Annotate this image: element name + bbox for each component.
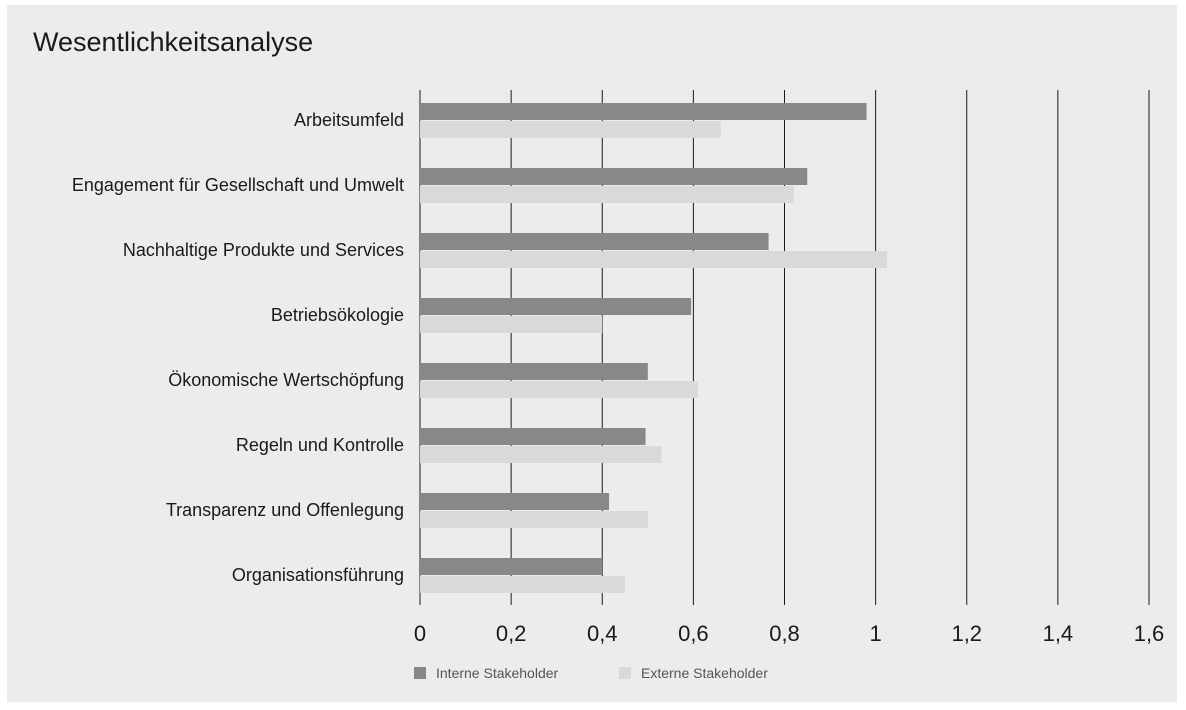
tick-label-2: 0,4 [587, 621, 618, 646]
tick-label-7: 1,4 [1043, 621, 1074, 646]
tick-label-5: 1 [870, 621, 882, 646]
tick-label-6: 1,2 [951, 621, 982, 646]
bar-intern-6 [420, 493, 610, 510]
bars [420, 103, 888, 593]
legend-label-1: Externe Stakeholder [641, 665, 768, 681]
bar-intern-3 [420, 298, 692, 315]
legend-label-0: Interne Stakeholder [436, 665, 559, 681]
tick-label-3: 0,6 [678, 621, 709, 646]
category-label-6: Transparenz und Offenlegung [166, 500, 404, 520]
legend-swatch-1 [619, 667, 631, 679]
bar-intern-1 [420, 168, 808, 185]
category-labels: Arbeitsumfeld Engagement für Gesellschaft… [72, 110, 404, 585]
bar-intern-4 [420, 363, 648, 380]
tick-label-1: 0,2 [496, 621, 527, 646]
category-label-0: Arbeitsumfeld [294, 110, 404, 130]
bar-extern-0 [420, 121, 721, 138]
bar-intern-7 [420, 558, 603, 575]
chart-title: Wesentlichkeitsanalyse [33, 27, 314, 57]
bar-intern-0 [420, 103, 867, 120]
tick-label-4: 0,8 [769, 621, 800, 646]
bar-extern-1 [420, 186, 794, 203]
bar-extern-6 [420, 511, 648, 528]
bar-intern-5 [420, 428, 646, 445]
bar-extern-7 [420, 576, 626, 593]
legend-swatch-0 [414, 667, 426, 679]
category-label-7: Organisationsführung [232, 565, 404, 585]
tick-label-0: 0 [414, 621, 426, 646]
category-label-3: Betriebsökologie [271, 305, 404, 325]
category-label-5: Regeln und Kontrolle [236, 435, 404, 455]
category-label-4: Ökonomische Wertschöpfung [168, 370, 404, 390]
category-label-1: Engagement für Gesellschaft und Umwelt [72, 175, 404, 195]
bar-intern-2 [420, 233, 769, 250]
bar-extern-2 [420, 251, 888, 268]
bar-extern-5 [420, 446, 662, 463]
legend: Interne Stakeholder Externe Stakeholder [414, 665, 768, 681]
tick-label-8: 1,6 [1134, 621, 1165, 646]
x-axis-ticks: 0 0,2 0,4 0,6 0,8 1 1,2 1,4 1,6 [414, 621, 1164, 646]
bar-extern-3 [420, 316, 603, 333]
category-label-2: Nachhaltige Produkte und Services [123, 240, 404, 260]
bar-extern-4 [420, 381, 698, 398]
